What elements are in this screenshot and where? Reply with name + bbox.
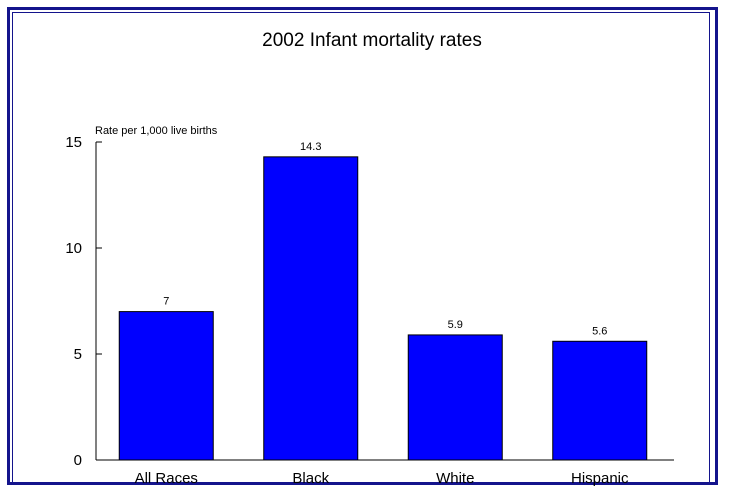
category-label: White: [436, 470, 474, 487]
bar-black: [263, 156, 359, 461]
y-tick-label: 0: [74, 452, 82, 469]
bar-all-races: [118, 311, 214, 461]
bars: [118, 156, 648, 461]
chart-inner-frame: [12, 12, 710, 482]
chart-title: 2002 Infant mortality rates: [262, 30, 482, 51]
category-label: All Races: [135, 470, 198, 487]
bar-white: [407, 334, 503, 461]
bar-hispanic: [552, 340, 648, 461]
y-axis-title: Rate per 1,000 live births: [95, 125, 218, 137]
y-tick-label: 15: [65, 134, 82, 151]
data-label: 14.3: [300, 141, 321, 153]
labels: 7 All Races 14.3 Black 5.9 White 5.6 Hispanic: [135, 141, 629, 487]
y-tick-label: 10: [65, 240, 82, 257]
data-label: 5.9: [448, 319, 463, 331]
y-tick-label: 5: [74, 346, 82, 363]
category-label: Black: [292, 470, 329, 487]
data-label: 5.6: [592, 325, 607, 337]
category-label: Hispanic: [571, 470, 629, 487]
data-label: 7: [163, 296, 169, 308]
